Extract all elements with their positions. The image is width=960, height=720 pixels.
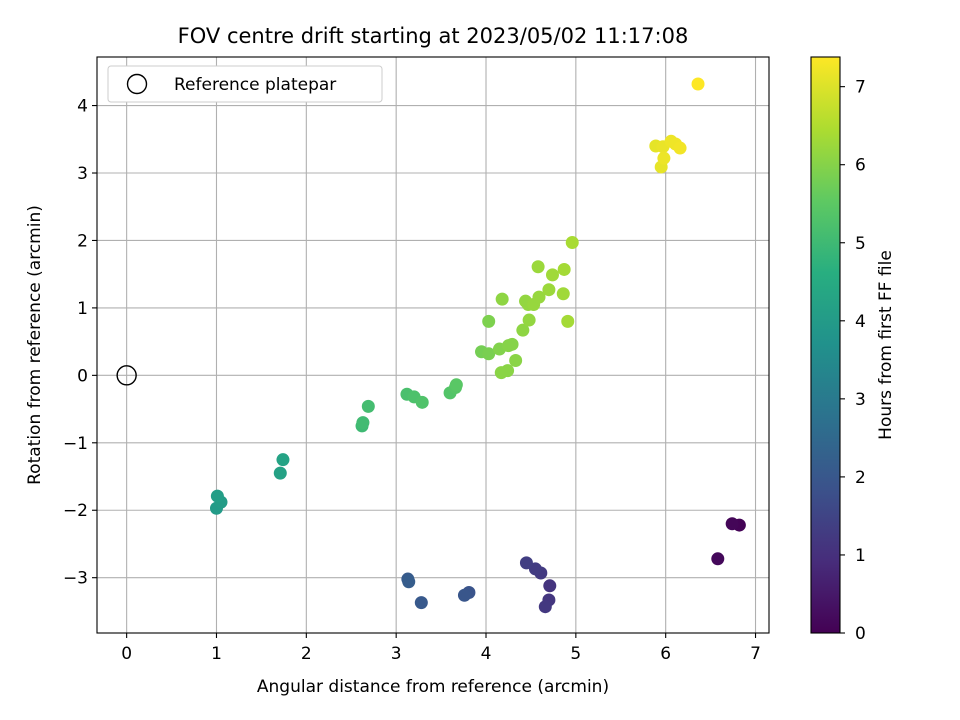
data-point (457, 588, 471, 602)
data-point (532, 290, 546, 304)
colorbar-tick-label: 0 (855, 624, 866, 644)
x-tick-label: 1 (211, 644, 222, 664)
data-point (556, 287, 570, 301)
y-tick-label: 2 (77, 231, 88, 251)
colorbar-tick-label: 6 (855, 156, 866, 176)
colorbar-tick-label: 5 (855, 234, 866, 254)
plot-background (97, 57, 769, 633)
data-point (482, 347, 496, 361)
y-tick-label: 4 (77, 97, 88, 117)
colorbar-gradient (811, 57, 840, 633)
reference-platepar-marker (116, 365, 137, 386)
data-point (505, 337, 519, 351)
y-tick-label: 1 (77, 299, 88, 319)
chart-title: FOV centre drift starting at 2023/05/02 … (178, 24, 689, 48)
data-point (545, 268, 559, 282)
points-layer (209, 77, 746, 614)
data-point (495, 292, 509, 306)
x-axis: 0 1 2 3 4 5 6 7 (121, 633, 761, 664)
colorbar-frame (810, 56, 841, 634)
data-point (725, 517, 739, 531)
y-tick-label: −2 (63, 501, 88, 521)
y-tick-label: 3 (77, 164, 88, 184)
data-point (402, 575, 416, 589)
data-point (414, 596, 428, 610)
data-point (657, 151, 671, 165)
data-point (210, 489, 224, 503)
data-point (522, 313, 536, 327)
colorbar-label: Hours from first FF file (876, 250, 896, 440)
x-tick-label: 5 (570, 644, 581, 664)
x-tick-label: 4 (481, 644, 492, 664)
x-tick-label: 0 (121, 644, 132, 664)
data-point (531, 260, 545, 274)
y-tick-label: −1 (63, 434, 88, 454)
data-point (691, 77, 705, 91)
legend-marker-icon (126, 73, 148, 95)
data-point (482, 314, 496, 328)
y-axis-label: Rotation from reference (arcmin) (25, 205, 45, 485)
data-point (711, 552, 725, 566)
x-axis-label: Angular distance from reference (arcmin) (257, 677, 609, 697)
plot-frame (96, 56, 770, 634)
legend-label: Reference platepar (174, 75, 336, 95)
data-point (561, 314, 575, 328)
plot-area (96, 56, 770, 634)
data-point (538, 600, 552, 614)
x-tick-label: 2 (301, 644, 312, 664)
x-tick-label: 3 (391, 644, 402, 664)
data-point (673, 141, 687, 155)
data-point (542, 283, 556, 297)
data-point (501, 364, 515, 378)
colorbar-ticks: 0 1 2 3 4 5 6 7 (840, 78, 866, 644)
data-point (565, 235, 579, 249)
data-point (519, 556, 533, 570)
y-tick-label: −3 (63, 569, 88, 589)
y-axis: −3 −2 −1 0 1 2 3 4 (63, 97, 97, 589)
data-point (361, 399, 375, 413)
x-tick-label: 6 (660, 644, 671, 664)
colorbar-tick-label: 2 (855, 468, 866, 488)
data-point (273, 466, 287, 480)
data-point (415, 395, 429, 409)
data-point (543, 579, 557, 593)
data-point (449, 378, 463, 392)
colorbar: 0 1 2 3 4 5 6 7 Hours from first FF file (810, 56, 896, 644)
legend: Reference platepar (107, 65, 383, 103)
data-point (509, 354, 523, 368)
x-tick-label: 7 (750, 644, 761, 664)
data-point (557, 262, 571, 276)
data-point (516, 323, 530, 337)
legend-box (107, 65, 383, 103)
data-point (276, 453, 290, 467)
y-tick-label: 0 (77, 366, 88, 386)
grid-lines (97, 57, 769, 633)
colorbar-tick-label: 3 (855, 390, 866, 410)
colorbar-tick-label: 4 (855, 312, 866, 332)
colorbar-tick-label: 1 (855, 546, 866, 566)
colorbar-tick-label: 7 (855, 78, 866, 98)
data-point (356, 416, 370, 430)
